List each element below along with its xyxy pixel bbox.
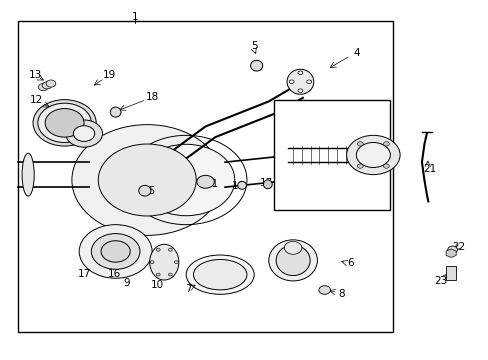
Ellipse shape (186, 255, 254, 294)
Circle shape (38, 103, 91, 143)
Text: 4: 4 (352, 48, 359, 58)
Circle shape (168, 273, 172, 276)
Ellipse shape (22, 153, 34, 196)
Ellipse shape (110, 107, 121, 117)
Circle shape (356, 143, 389, 167)
Circle shape (168, 248, 172, 251)
Ellipse shape (193, 260, 246, 290)
Circle shape (46, 80, 56, 87)
Text: 14: 14 (64, 131, 78, 141)
Text: 2: 2 (356, 148, 363, 158)
Ellipse shape (250, 60, 262, 71)
Circle shape (346, 135, 399, 175)
Text: 15: 15 (143, 186, 156, 196)
Circle shape (91, 234, 140, 269)
Text: 20: 20 (59, 110, 72, 120)
Text: 9: 9 (123, 278, 129, 288)
Circle shape (297, 89, 302, 93)
Circle shape (288, 80, 293, 84)
Text: 8: 8 (338, 289, 345, 298)
Circle shape (38, 84, 48, 91)
Text: 19: 19 (102, 70, 116, 80)
Text: 16: 16 (232, 181, 245, 192)
Circle shape (73, 126, 95, 141)
Ellipse shape (149, 244, 179, 280)
Text: 17: 17 (260, 178, 273, 188)
Circle shape (197, 175, 214, 188)
Text: 18: 18 (145, 92, 159, 102)
Ellipse shape (263, 180, 272, 189)
Circle shape (72, 125, 222, 235)
Circle shape (79, 225, 152, 278)
Text: 11: 11 (205, 179, 219, 189)
Circle shape (383, 164, 388, 168)
Ellipse shape (286, 69, 313, 94)
Text: 6: 6 (346, 258, 353, 268)
Circle shape (174, 261, 178, 264)
Text: 10: 10 (150, 280, 163, 291)
Text: 17: 17 (77, 269, 90, 279)
Text: 5: 5 (250, 41, 257, 51)
Circle shape (45, 109, 84, 137)
Bar (273, 100, 389, 210)
Circle shape (284, 242, 301, 254)
Text: 7: 7 (185, 284, 191, 294)
Circle shape (383, 142, 388, 146)
Text: 12: 12 (30, 95, 43, 105)
Bar (446, 266, 455, 280)
Circle shape (297, 71, 302, 75)
Circle shape (101, 241, 130, 262)
Circle shape (65, 120, 102, 147)
Circle shape (42, 82, 52, 89)
Circle shape (357, 164, 363, 168)
Circle shape (150, 261, 154, 264)
Text: 1: 1 (132, 13, 138, 22)
Ellipse shape (237, 181, 246, 189)
Text: 13: 13 (28, 69, 41, 80)
Ellipse shape (268, 240, 317, 281)
Circle shape (357, 142, 363, 146)
Text: 3: 3 (288, 133, 295, 143)
Circle shape (137, 144, 234, 216)
Ellipse shape (287, 152, 297, 184)
Circle shape (156, 248, 160, 251)
Text: 23: 23 (433, 276, 447, 286)
Circle shape (306, 80, 311, 84)
Circle shape (98, 144, 196, 216)
Circle shape (156, 273, 160, 276)
Circle shape (318, 286, 330, 294)
Ellipse shape (139, 185, 151, 196)
Text: 22: 22 (451, 242, 464, 252)
Bar (19, 21, 392, 332)
Ellipse shape (276, 245, 309, 275)
Circle shape (33, 100, 96, 146)
Text: 21: 21 (423, 163, 436, 174)
Text: 16: 16 (108, 269, 121, 279)
Circle shape (447, 246, 457, 253)
